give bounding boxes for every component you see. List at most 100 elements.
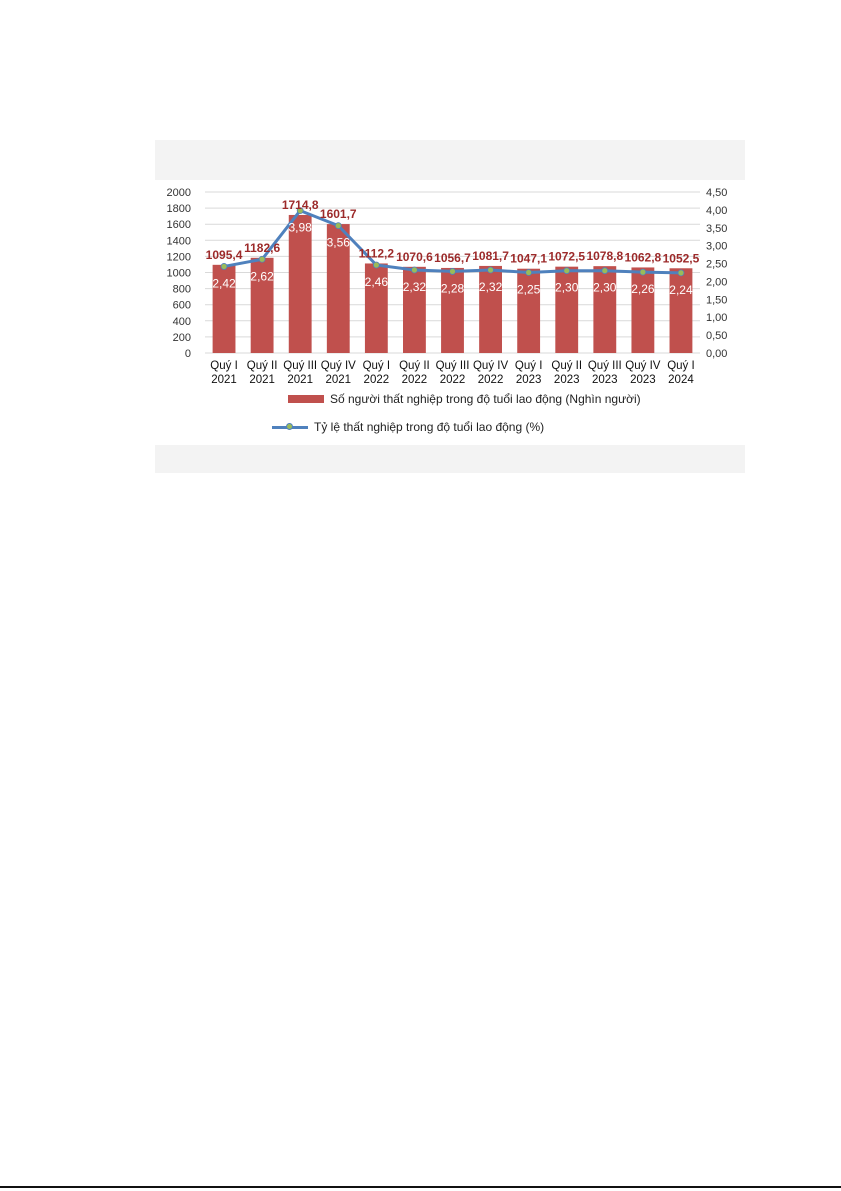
bar-value-label: 1078,8	[586, 249, 623, 263]
bar-value-label: 1081,7	[472, 249, 509, 263]
bar-value-label: 1052,5	[663, 251, 700, 265]
x-tick-label: 2022	[440, 374, 466, 386]
bar-value-label: 1182,6	[244, 241, 280, 255]
rate-marker	[334, 222, 342, 230]
y-right-tick-label: 3,50	[706, 223, 727, 235]
y-left-tick-label: 1200	[167, 251, 191, 263]
bar	[479, 265, 502, 353]
x-tick-label: 2023	[592, 374, 618, 386]
bar	[593, 266, 617, 353]
x-tick-label: Quý I	[515, 360, 542, 372]
y-right-tick-label: 1,50	[706, 294, 727, 306]
legend-item-line: Tỷ lệ thất nghiệp trong độ tuổi lao động…	[272, 420, 544, 434]
legend-line-swatch	[272, 422, 308, 432]
rate-value-label: 2,62	[250, 269, 274, 283]
x-tick-label: 2021	[249, 374, 275, 386]
x-tick-label: 2021	[325, 374, 351, 386]
bar	[250, 257, 274, 353]
y-left-tick-label: 600	[173, 300, 191, 312]
rate-marker	[563, 267, 571, 275]
x-tick-label: Quý IV	[473, 360, 508, 372]
y-right-tick-label: 1,00	[706, 312, 727, 324]
rate-value-label: 2,42	[212, 276, 236, 290]
bar	[288, 214, 312, 353]
y-right-tick-label: 0,00	[706, 348, 727, 360]
y-right-tick-label: 4,50	[706, 187, 727, 199]
bar-value-label: 1601,7	[320, 207, 357, 221]
bar	[326, 224, 350, 353]
x-tick-label: Quý II	[551, 360, 582, 372]
x-tick-label: 2024	[668, 374, 694, 386]
rate-marker	[601, 267, 609, 275]
y-right-tick-label: 2,50	[706, 259, 727, 271]
bar	[403, 266, 426, 353]
x-tick-label: 2021	[287, 374, 313, 386]
x-tick-label: Quý II	[399, 360, 430, 372]
x-tick-label: 2022	[364, 374, 390, 386]
bar-value-label: 1070,6	[396, 250, 433, 264]
y-right-tick-label: 2,00	[706, 276, 727, 288]
x-tick-label: 2023	[516, 374, 542, 386]
rate-value-label: 2,25	[517, 283, 541, 297]
rate-marker	[487, 266, 494, 274]
page-bottom-rule	[0, 1186, 841, 1188]
y-left-tick-label: 1400	[167, 235, 191, 247]
bar	[631, 267, 655, 353]
x-tick-label: Quý I	[363, 360, 390, 372]
x-tick-label: 2023	[554, 374, 580, 386]
bar-value-label: 1047,1	[510, 252, 547, 266]
rate-value-label: 2,30	[593, 281, 617, 295]
rate-value-label: 3,98	[289, 221, 313, 235]
rate-value-label: 3,56	[327, 236, 351, 250]
bar-value-label: 1056,7	[434, 251, 471, 265]
legend-bar-label: Số người thất nghiệp trong độ tuổi lao đ…	[330, 392, 641, 406]
bar	[517, 268, 541, 353]
rate-marker	[258, 255, 266, 263]
x-tick-label: Quý IV	[321, 360, 356, 372]
bar-value-label: 1062,8	[625, 250, 662, 264]
y-left-tick-label: 0	[185, 348, 191, 360]
y-left-tick-label: 1800	[167, 203, 191, 215]
rate-value-label: 2,30	[555, 281, 579, 295]
x-tick-label: 2023	[630, 374, 656, 386]
rate-value-label: 2,32	[479, 280, 503, 294]
rate-value-label: 2,26	[631, 282, 655, 296]
bar	[364, 263, 388, 353]
bar	[669, 268, 693, 353]
x-tick-label: Quý II	[247, 360, 278, 372]
legend-line-label: Tỷ lệ thất nghiệp trong độ tuổi lao động…	[314, 420, 545, 434]
x-tick-label: 2022	[402, 374, 428, 386]
bar-value-label: 1714,8	[282, 198, 319, 212]
y-right-tick-label: 0,50	[706, 330, 727, 342]
rate-marker	[296, 207, 304, 215]
bar-value-label: 1112,2	[359, 246, 395, 260]
bar	[212, 264, 236, 353]
y-left-tick-label: 2000	[167, 187, 191, 199]
y-left-tick-label: 800	[173, 284, 191, 296]
y-left-tick-label: 1000	[167, 268, 191, 280]
rate-value-label: 2,28	[441, 281, 465, 295]
x-tick-label: Quý I	[667, 360, 694, 372]
bar	[441, 267, 464, 353]
bar-value-label: 1072,5	[548, 250, 585, 264]
chart-frame: 0 200 400 600 800 1000 1200 1400 1600 1800 2000 0,0…	[155, 140, 745, 473]
rate-marker	[525, 269, 533, 276]
y-right-tick-label: 3,00	[706, 241, 727, 253]
x-tick-label: 2022	[478, 374, 504, 386]
legend-bar-swatch	[288, 395, 324, 403]
rate-marker	[411, 266, 418, 274]
x-tick-label: Quý III	[436, 360, 470, 372]
rate-marker	[449, 268, 456, 275]
y-right-tick-label: 4,00	[706, 205, 727, 217]
rate-value-label: 2,32	[403, 280, 427, 294]
x-tick-label: Quý III	[588, 360, 622, 372]
rate-marker	[220, 263, 228, 270]
x-tick-label: 2021	[211, 374, 237, 386]
x-tick-label: Quý IV	[625, 360, 660, 372]
rate-value-label: 2,24	[669, 283, 693, 297]
rate-marker	[677, 269, 685, 277]
x-tick-label: Quý I	[210, 360, 237, 372]
y-left-tick-label: 1600	[167, 219, 191, 231]
legend-item-bar: Số người thất nghiệp trong độ tuổi lao đ…	[288, 392, 641, 406]
combo-chart: 0 200 400 600 800 1000 1200 1400 1600 1800 2000 0,0…	[155, 180, 745, 445]
